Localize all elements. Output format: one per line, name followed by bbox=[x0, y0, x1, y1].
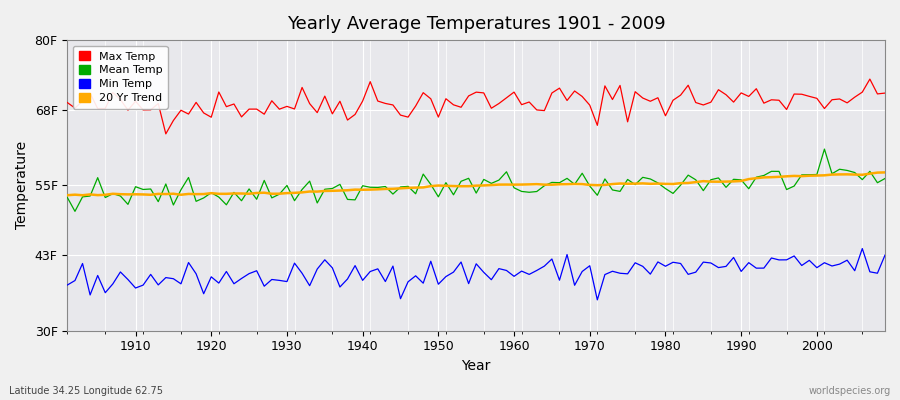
Text: Latitude 34.25 Longitude 62.75: Latitude 34.25 Longitude 62.75 bbox=[9, 386, 163, 396]
X-axis label: Year: Year bbox=[462, 359, 490, 373]
Text: worldspecies.org: worldspecies.org bbox=[809, 386, 891, 396]
Y-axis label: Temperature: Temperature bbox=[15, 141, 29, 230]
Legend: Max Temp, Mean Temp, Min Temp, 20 Yr Trend: Max Temp, Mean Temp, Min Temp, 20 Yr Tre… bbox=[73, 46, 167, 108]
Title: Yearly Average Temperatures 1901 - 2009: Yearly Average Temperatures 1901 - 2009 bbox=[287, 15, 665, 33]
